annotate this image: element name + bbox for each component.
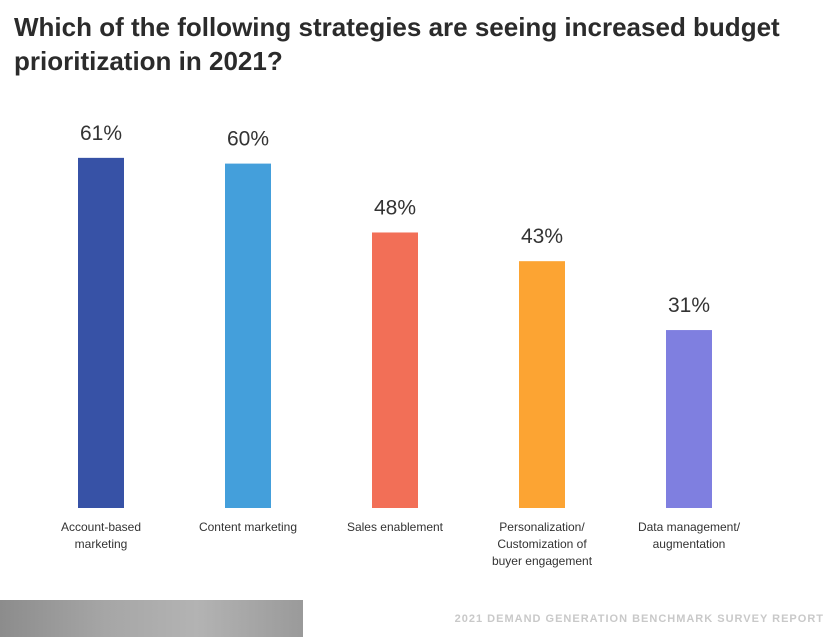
- value-label-2: 60%: [227, 128, 269, 151]
- chart-title: Which of the following strategies are se…: [14, 12, 780, 76]
- report-footer: 2021 DEMAND GENERATION BENCHMARK SURVEY …: [454, 613, 824, 625]
- category-label-4: Personalization/Customization of buyer en…: [492, 520, 593, 568]
- bar-5: [666, 330, 712, 508]
- footer-image-strip: [0, 600, 303, 637]
- value-label-1: 61%: [80, 122, 122, 145]
- bar-chart: 61% Account-based marketing 60% Content mark…: [61, 122, 741, 568]
- value-label-4: 43%: [521, 225, 563, 248]
- category-label-5: Data management/augmentation: [638, 520, 741, 551]
- category-label-3: Sales enablement: [347, 520, 444, 534]
- bar-4: [519, 261, 565, 508]
- bar-2: [225, 163, 271, 508]
- value-label-3: 48%: [374, 196, 416, 219]
- category-label-1: Account-based marketing: [61, 520, 141, 551]
- category-label-2: Content marketing: [199, 520, 297, 534]
- bar-1: [78, 157, 124, 509]
- bar-3: [372, 232, 418, 509]
- value-label-5: 31%: [668, 294, 710, 317]
